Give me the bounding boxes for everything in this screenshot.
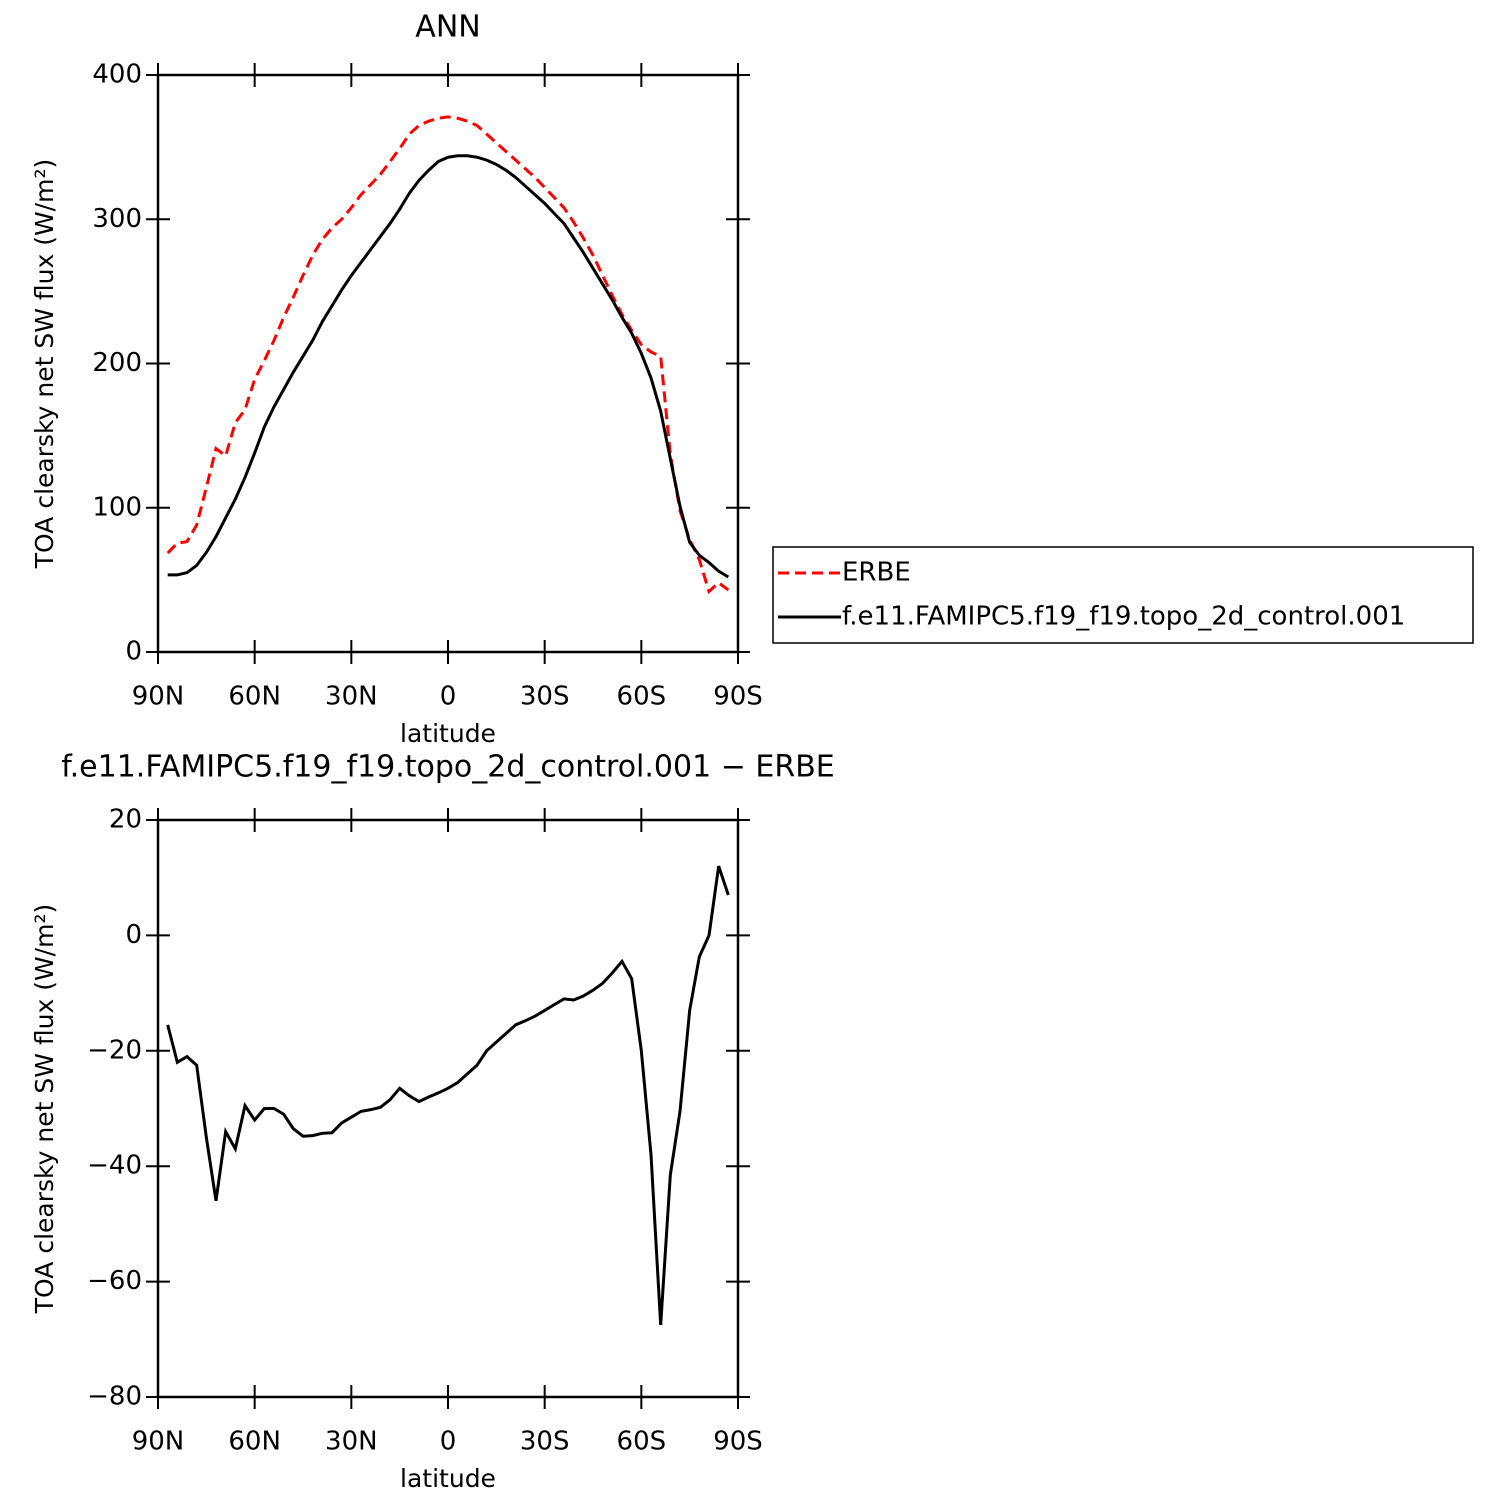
y-tick-label: 100 — [92, 492, 142, 522]
chart-title: ANN — [415, 10, 480, 45]
data-line — [166, 115, 730, 595]
data-line — [167, 154, 730, 579]
y-tick-label: −20 — [87, 1035, 142, 1065]
x-tick-label: 60N — [228, 682, 281, 712]
y-tick-label: 20 — [109, 805, 142, 835]
panel: ANN TOA clearsky net SW flux (W/m²) latitu… — [30, 10, 763, 749]
y-tick-label: −80 — [87, 1382, 142, 1412]
plot-frame — [156, 818, 740, 1399]
legend-label: ERBE — [842, 558, 911, 588]
legend-label: f.e11.FAMIPC5.f19_f19.topo_2d_control.00… — [842, 602, 1405, 632]
y-tick-label: 300 — [92, 204, 142, 234]
y-tick-label: 0 — [125, 637, 142, 667]
x-tick-label: 60N — [228, 1427, 281, 1457]
x-axis-label: latitude — [400, 719, 496, 748]
x-tick-label: 90N — [132, 1427, 185, 1457]
x-tick-label: 30N — [325, 682, 378, 712]
x-tick-label: 60S — [617, 682, 667, 712]
x-tick-label: 30S — [520, 1427, 570, 1457]
legend-box — [772, 546, 1474, 644]
x-tick-label: 30N — [325, 1427, 378, 1457]
legend: ERBE f.e11.FAMIPC5.f19_f19.topo_2d_contro… — [772, 546, 1474, 644]
x-tick-label: 0 — [440, 682, 457, 712]
x-tick-label: 0 — [440, 1427, 457, 1457]
panel: f.e11.FAMIPC5.f19_f19.topo_2d_control.00… — [30, 750, 835, 1494]
y-tick-label: −60 — [87, 1266, 142, 1296]
y-tick-label: 0 — [125, 920, 142, 950]
y-tick-label: −40 — [87, 1151, 142, 1181]
data-line — [166, 865, 730, 1325]
y-tick-label: 200 — [92, 348, 142, 378]
y-axis-label: TOA clearsky net SW flux (W/m²) — [30, 159, 59, 569]
y-tick-label: 400 — [92, 60, 142, 90]
x-tick-label: 90S — [713, 682, 763, 712]
plot-frame — [156, 73, 740, 654]
x-tick-label: 90S — [713, 1427, 763, 1457]
x-tick-label: 90N — [132, 682, 185, 712]
chart-title: f.e11.FAMIPC5.f19_f19.topo_2d_control.00… — [61, 750, 834, 785]
y-axis-label: TOA clearsky net SW flux (W/m²) — [30, 904, 59, 1314]
x-axis-label: latitude — [400, 1464, 496, 1493]
x-tick-label: 30S — [520, 682, 570, 712]
x-tick-label: 60S — [617, 1427, 667, 1457]
